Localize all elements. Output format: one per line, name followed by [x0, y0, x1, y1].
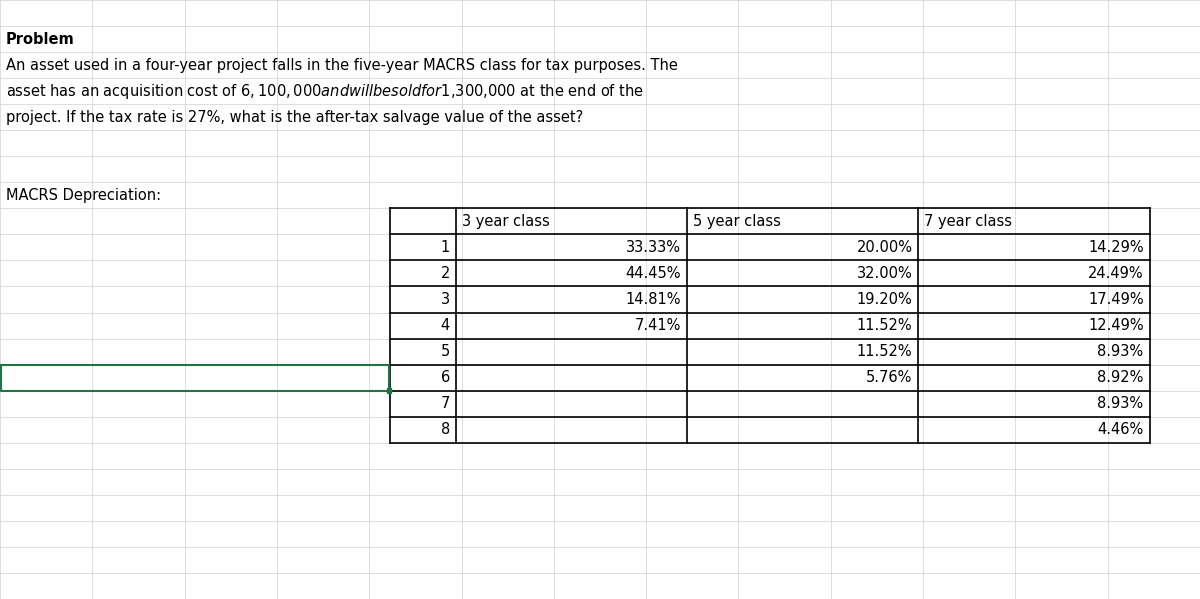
Bar [386, 388, 391, 393]
Text: 8: 8 [440, 422, 450, 437]
Text: 1: 1 [440, 240, 450, 255]
Text: 8.92%: 8.92% [1097, 370, 1144, 385]
Text: 12.49%: 12.49% [1088, 318, 1144, 333]
Text: 5.76%: 5.76% [866, 370, 912, 385]
Text: MACRS Depreciation:: MACRS Depreciation: [6, 188, 161, 203]
Text: 6: 6 [440, 370, 450, 385]
Text: 3 year class: 3 year class [462, 214, 550, 229]
Text: 5 year class: 5 year class [694, 214, 781, 229]
Text: 8.93%: 8.93% [1098, 344, 1144, 359]
Text: 44.45%: 44.45% [625, 266, 682, 281]
Text: 33.33%: 33.33% [626, 240, 682, 255]
Text: 24.49%: 24.49% [1088, 266, 1144, 281]
Text: An asset used in a four-year project falls in the five-year MACRS class for tax : An asset used in a four-year project fal… [6, 58, 678, 72]
Text: 11.52%: 11.52% [857, 344, 912, 359]
Text: 5: 5 [440, 344, 450, 359]
Text: 8.93%: 8.93% [1098, 396, 1144, 411]
Text: 4: 4 [440, 318, 450, 333]
Text: 14.29%: 14.29% [1088, 240, 1144, 255]
Text: 2: 2 [440, 266, 450, 281]
Text: 7.41%: 7.41% [635, 318, 682, 333]
Text: 14.81%: 14.81% [625, 292, 682, 307]
Text: Problem: Problem [6, 32, 74, 47]
Text: 19.20%: 19.20% [857, 292, 912, 307]
Text: 7: 7 [440, 396, 450, 411]
Text: 17.49%: 17.49% [1088, 292, 1144, 307]
Text: 11.52%: 11.52% [857, 318, 912, 333]
Text: 32.00%: 32.00% [857, 266, 912, 281]
Text: 7 year class: 7 year class [924, 214, 1013, 229]
Text: 20.00%: 20.00% [857, 240, 912, 255]
Text: 4.46%: 4.46% [1097, 422, 1144, 437]
Text: project. If the tax rate is 27%, what is the after-tax salvage value of the asse: project. If the tax rate is 27%, what is… [6, 110, 583, 125]
Text: asset has an acquisition cost of $6,100,000 and will be sold for $1,300,000 at t: asset has an acquisition cost of $6,100,… [6, 81, 644, 101]
Text: 3: 3 [440, 292, 450, 307]
